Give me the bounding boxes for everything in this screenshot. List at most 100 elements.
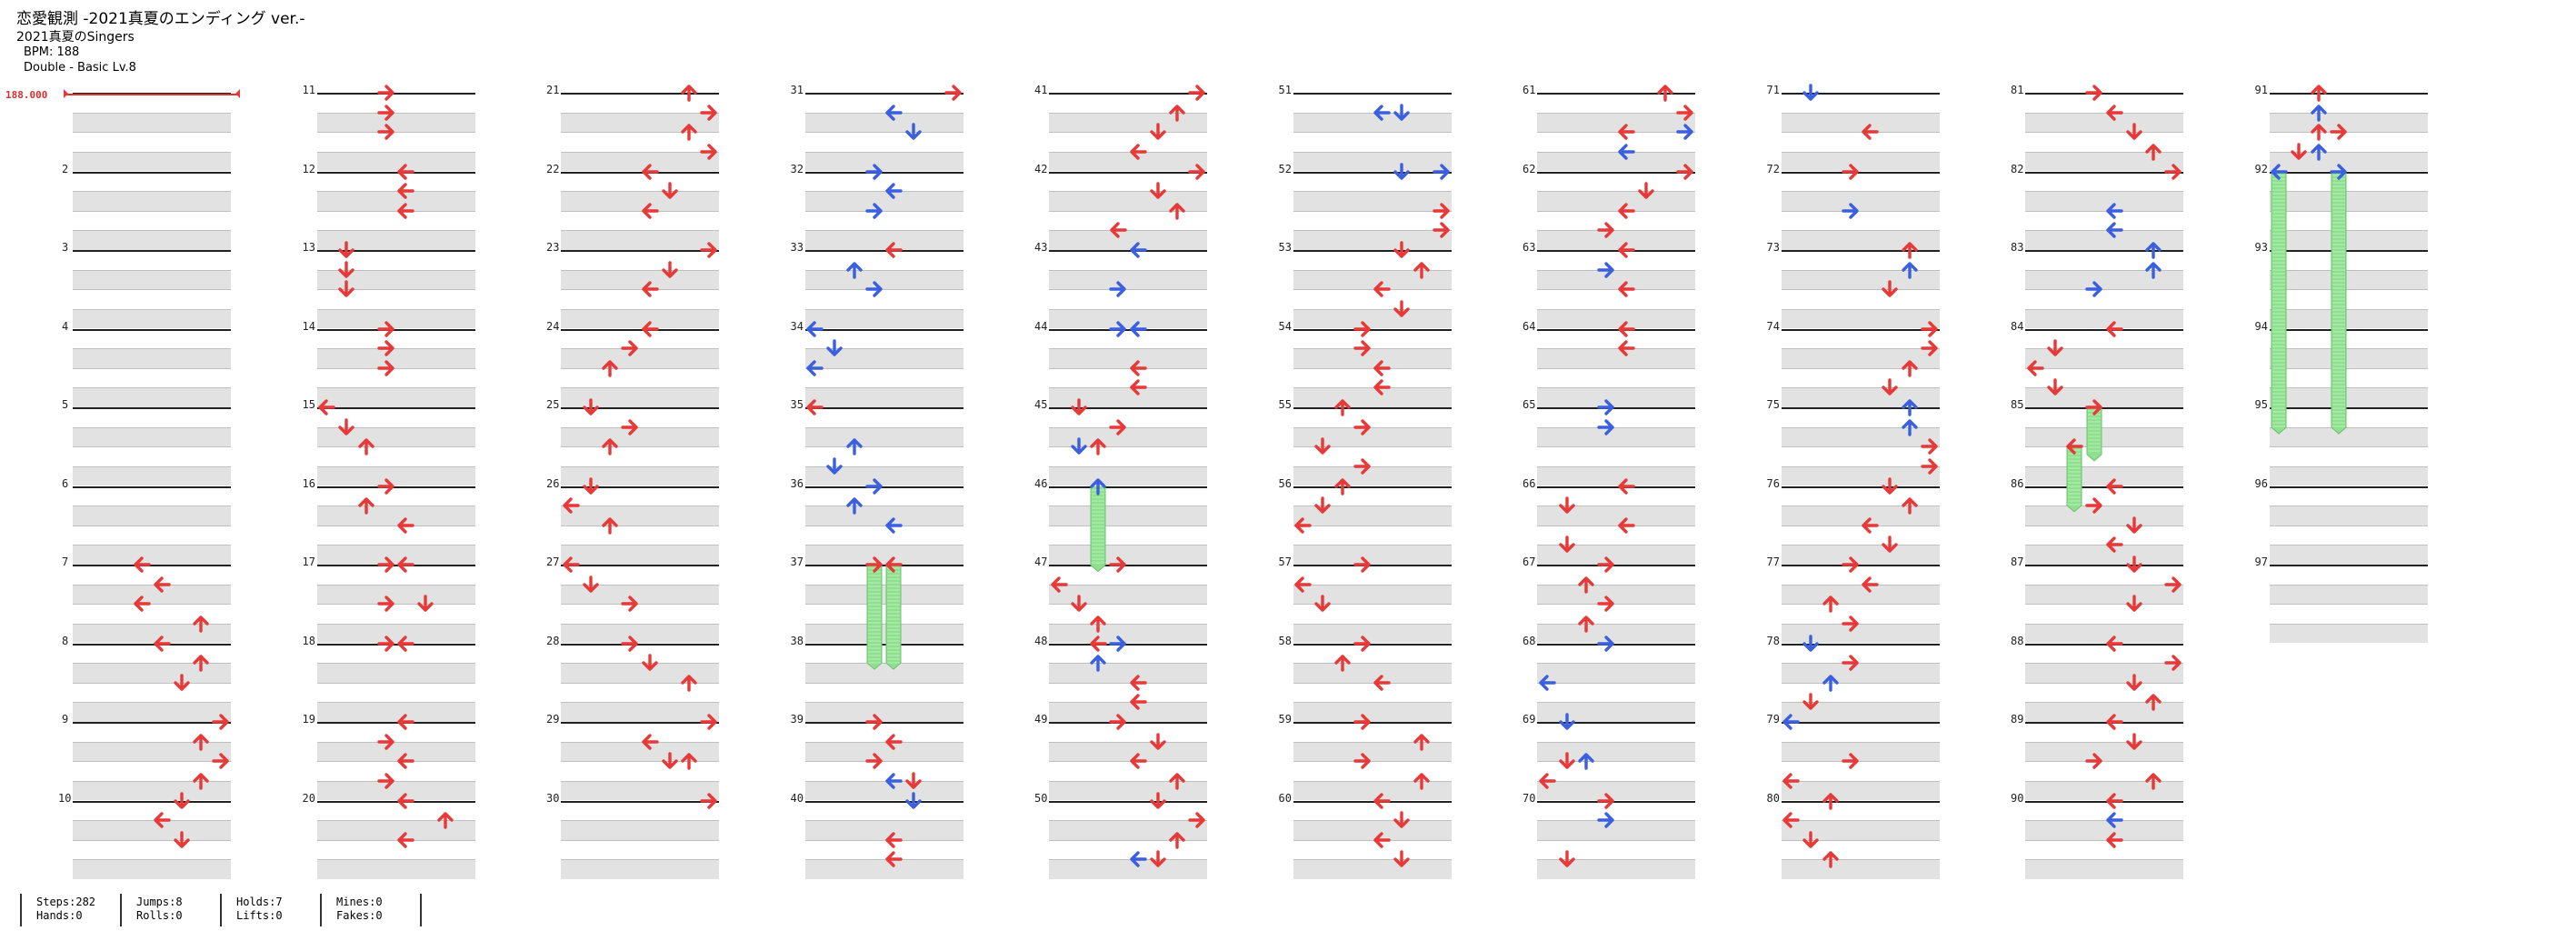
arrow-down-icon xyxy=(417,595,434,612)
beat-line xyxy=(561,387,719,389)
arrow-down-icon xyxy=(1882,536,1898,554)
beat-stripe xyxy=(1781,663,1940,683)
measure-number: 20 xyxy=(302,791,315,805)
measure xyxy=(804,250,964,329)
barline xyxy=(1049,328,1207,331)
arrow-up-icon xyxy=(2145,144,2162,161)
beat-line xyxy=(316,308,475,310)
beat-line xyxy=(804,702,964,704)
beat-line xyxy=(316,623,475,625)
measure xyxy=(73,565,231,644)
beat-line xyxy=(1293,210,1452,212)
beat-stripe xyxy=(2025,859,2183,879)
arrow-up-icon xyxy=(1902,360,1918,377)
arrow-up-icon xyxy=(1090,477,1107,496)
arrow-down-icon xyxy=(1393,103,1410,121)
measure xyxy=(1049,407,1207,486)
stat-lifts: Lifts:0 xyxy=(236,909,283,922)
arrow-right-icon xyxy=(376,733,394,750)
arrow-down-icon xyxy=(1558,536,1575,554)
measure xyxy=(73,643,231,723)
measure-number: 39 xyxy=(790,713,804,726)
arrow-up-icon xyxy=(1822,851,1839,869)
arrow-right-icon xyxy=(376,596,394,612)
arrow-down-icon xyxy=(338,260,354,278)
beat-line xyxy=(1049,367,1207,369)
arrow-right-icon xyxy=(1841,655,1859,671)
beat-stripe xyxy=(804,387,964,407)
arrow-left-icon xyxy=(642,320,659,337)
measure-number: 36 xyxy=(790,476,804,490)
beat-line xyxy=(804,132,964,134)
arrow-down-icon xyxy=(338,280,354,297)
beat-stripe xyxy=(1781,506,1940,526)
measure-number: 71 xyxy=(1766,84,1780,96)
beat-line xyxy=(73,367,231,369)
arrow-down-icon xyxy=(1882,476,1898,495)
hold-note xyxy=(2331,171,2347,435)
arrow-down-icon xyxy=(1314,437,1331,455)
arrow-right-icon xyxy=(1597,222,1614,239)
bpm-change-label: 188.000 xyxy=(5,89,48,101)
beat-line xyxy=(1293,702,1452,704)
beat-line xyxy=(804,112,964,114)
beat-line xyxy=(2269,151,2428,153)
arrow-left-icon xyxy=(1782,773,1801,789)
beat-line xyxy=(1049,545,1207,546)
beat-line xyxy=(316,682,475,684)
beat-stripe xyxy=(73,545,231,565)
measure xyxy=(1049,800,1207,880)
beat-line xyxy=(1049,269,1207,271)
measure xyxy=(1537,93,1695,172)
measure xyxy=(1781,643,1940,723)
barline xyxy=(1049,800,1207,803)
beat-line xyxy=(1781,820,1940,822)
measure xyxy=(2025,328,2183,408)
beat-line xyxy=(1781,446,1940,448)
beat-line xyxy=(316,663,475,665)
beat-line xyxy=(561,230,719,232)
arrow-up-icon xyxy=(1578,576,1595,594)
arrow-right-icon xyxy=(376,104,394,121)
arrow-up-icon xyxy=(1578,753,1595,770)
beat-stripe xyxy=(561,545,719,565)
arrow-left-icon xyxy=(1618,320,1635,337)
beat-line xyxy=(316,269,475,271)
arrow-right-icon xyxy=(2085,85,2102,101)
arrow-left-icon xyxy=(1618,242,1635,258)
beat-line xyxy=(1537,151,1695,153)
measure xyxy=(1781,565,1940,644)
song-artist: 2021真夏のSingers xyxy=(16,30,135,45)
beat-line xyxy=(73,269,231,271)
beat-line xyxy=(1293,820,1452,822)
measure xyxy=(1293,722,1452,801)
beat-line xyxy=(561,839,719,841)
barline xyxy=(73,250,231,252)
arrow-right-icon xyxy=(621,596,638,612)
beat-line xyxy=(1781,761,1940,763)
arrow-right-icon xyxy=(1597,596,1614,612)
measure xyxy=(2025,93,2183,172)
arrow-right-icon xyxy=(1109,418,1126,435)
arrow-right-icon xyxy=(376,360,394,376)
beat-stripe xyxy=(1049,348,1207,368)
hold-note xyxy=(866,565,883,670)
measure-number: 92 xyxy=(2254,162,2268,175)
step-chart: 2 3 4 5 6 7 8 9 10 11 12 13 14 15 16 17 18 19 20 21 22 23 24 25… xyxy=(58,84,2428,880)
measure-number: 47 xyxy=(1034,556,1048,568)
arrow-up-icon xyxy=(358,497,374,515)
measure-number: 5 xyxy=(62,398,69,411)
arrow-down-icon xyxy=(661,752,678,769)
beat-line xyxy=(73,820,231,822)
beat-stripe xyxy=(2025,663,2183,683)
beat-stripe xyxy=(73,859,231,879)
arrow-left-icon xyxy=(885,183,904,199)
arrow-left-icon xyxy=(1090,635,1108,652)
beat-line xyxy=(316,604,475,606)
barline xyxy=(1293,643,1452,646)
barline xyxy=(2269,171,2428,174)
beat-stripe xyxy=(2269,191,2428,211)
measure xyxy=(1293,93,1452,172)
beat-stripe xyxy=(1293,348,1452,368)
measure-number: 69 xyxy=(1523,713,1536,726)
